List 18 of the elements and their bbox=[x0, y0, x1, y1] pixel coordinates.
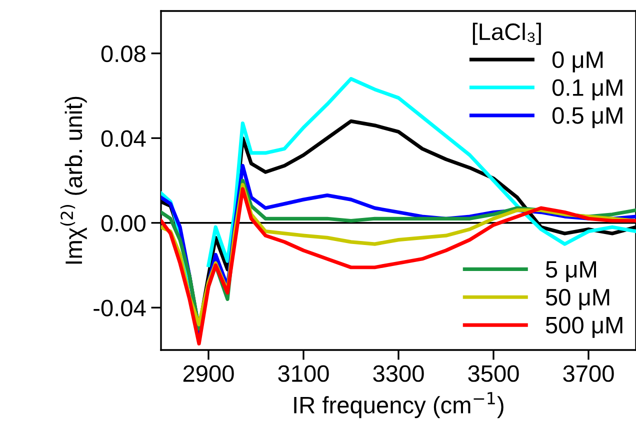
x-tick-label: 3500 bbox=[468, 365, 519, 382]
legend-label: 5 μM bbox=[546, 261, 596, 282]
x-tick-label: 3100 bbox=[278, 365, 329, 382]
legend-label: 50 μM bbox=[546, 288, 610, 310]
y-tick-label: -0.04 bbox=[94, 300, 146, 316]
legend-label: 0 μM bbox=[552, 51, 603, 72]
y-tick-label: 0.08 bbox=[101, 45, 146, 62]
x-tick-label: 3300 bbox=[373, 365, 424, 382]
legend-label: 500 μM bbox=[546, 316, 622, 338]
y-axis-title: Imχ$^{(2)}$ (arb. unit) bbox=[60, 96, 87, 264]
y-tick-label: 0.00 bbox=[101, 214, 146, 232]
x-tick-label: 3700 bbox=[563, 365, 614, 382]
legend-label: 0.5 μM bbox=[552, 107, 622, 128]
legend-title: [LaCl₃] bbox=[472, 22, 541, 45]
legend-label: 0.1 μM bbox=[552, 79, 622, 100]
y-tick-label: 0.04 bbox=[101, 130, 146, 147]
x-axis-title: IR frequency (cm$^{−1}$) bbox=[294, 392, 504, 418]
x-tick-label: 2900 bbox=[183, 365, 234, 382]
